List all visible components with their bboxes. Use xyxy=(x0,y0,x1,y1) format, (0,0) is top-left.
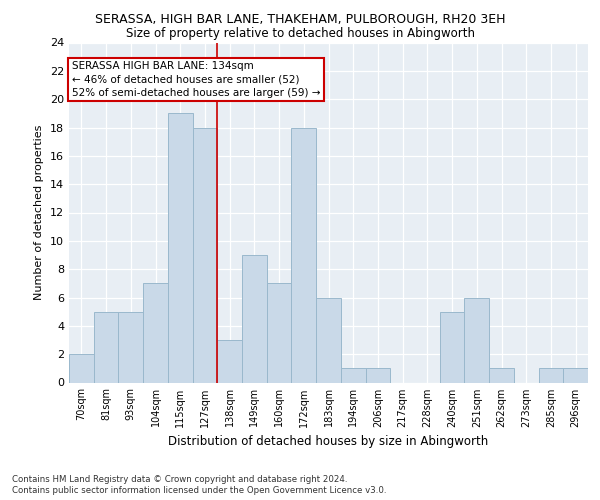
Bar xyxy=(464,298,489,382)
Bar xyxy=(341,368,365,382)
Bar xyxy=(489,368,514,382)
Bar xyxy=(316,298,341,382)
Bar xyxy=(292,128,316,382)
Bar xyxy=(242,255,267,382)
Bar xyxy=(365,368,390,382)
Bar xyxy=(94,312,118,382)
Text: Contains public sector information licensed under the Open Government Licence v3: Contains public sector information licen… xyxy=(12,486,386,495)
Bar xyxy=(440,312,464,382)
Bar xyxy=(217,340,242,382)
X-axis label: Distribution of detached houses by size in Abingworth: Distribution of detached houses by size … xyxy=(169,435,488,448)
Text: Size of property relative to detached houses in Abingworth: Size of property relative to detached ho… xyxy=(125,28,475,40)
Bar xyxy=(168,114,193,382)
Text: Contains HM Land Registry data © Crown copyright and database right 2024.: Contains HM Land Registry data © Crown c… xyxy=(12,475,347,484)
Bar xyxy=(539,368,563,382)
Bar xyxy=(193,128,217,382)
Text: SERASSA HIGH BAR LANE: 134sqm
← 46% of detached houses are smaller (52)
52% of s: SERASSA HIGH BAR LANE: 134sqm ← 46% of d… xyxy=(71,61,320,98)
Bar xyxy=(69,354,94,382)
Y-axis label: Number of detached properties: Number of detached properties xyxy=(34,125,44,300)
Bar xyxy=(143,284,168,382)
Bar xyxy=(118,312,143,382)
Bar xyxy=(267,284,292,382)
Bar xyxy=(563,368,588,382)
Text: SERASSA, HIGH BAR LANE, THAKEHAM, PULBOROUGH, RH20 3EH: SERASSA, HIGH BAR LANE, THAKEHAM, PULBOR… xyxy=(95,12,505,26)
